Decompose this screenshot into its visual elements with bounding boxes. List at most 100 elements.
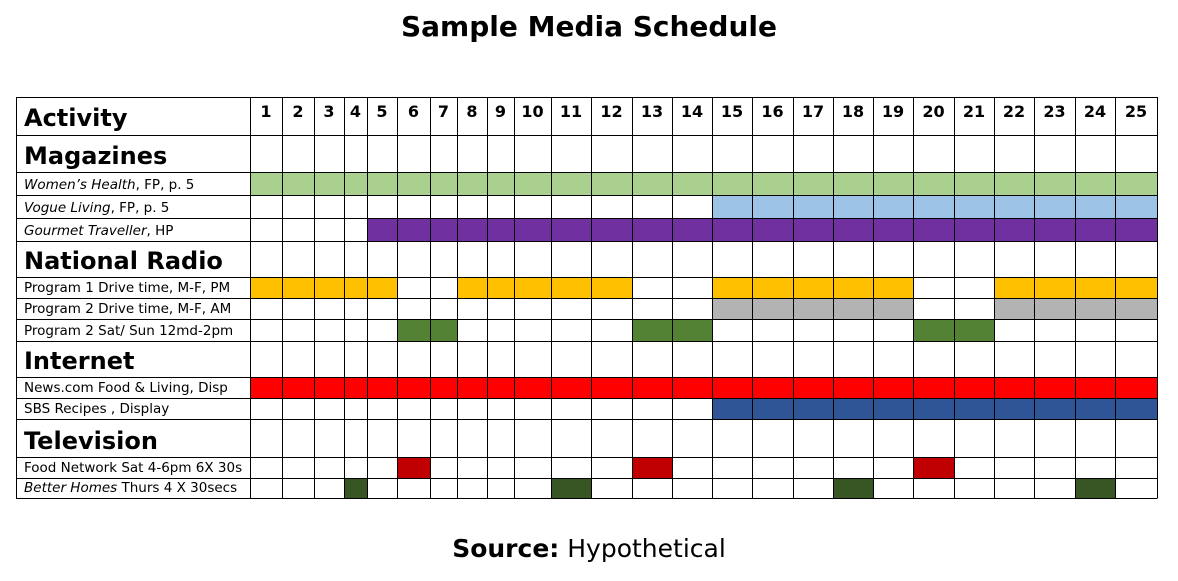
schedule-cell-fill xyxy=(793,377,833,398)
schedule-cell-fill xyxy=(954,319,994,341)
schedule-cell-fill xyxy=(712,298,752,319)
schedule-cell-fill xyxy=(632,218,672,241)
schedule-cell-fill xyxy=(344,277,367,298)
week-label: 1 xyxy=(260,102,271,121)
week-label: 15 xyxy=(721,102,743,121)
week-label: 8 xyxy=(466,102,477,121)
activity-label: News.com Food & Living, Disp xyxy=(24,380,228,396)
schedule-cell-fill xyxy=(457,377,487,398)
activity-label: Program 2 Drive time, M-F, AM xyxy=(24,301,231,317)
schedule-cell-fill xyxy=(367,277,397,298)
schedule-cell-fill xyxy=(873,172,913,195)
schedule-cell-fill xyxy=(873,298,913,319)
schedule-cell-fill xyxy=(487,277,514,298)
activity-label-part: Program 2 Sat/ Sun 12md-2pm xyxy=(24,323,233,339)
schedule-cell-fill xyxy=(632,319,672,341)
schedule-cell-fill xyxy=(457,277,487,298)
schedule-cell-fill xyxy=(1034,298,1075,319)
schedule-cell-fill xyxy=(833,172,873,195)
schedule-cell-fill xyxy=(591,377,632,398)
schedule-cell-fill xyxy=(1034,172,1075,195)
schedule-cell-fill xyxy=(873,195,913,218)
schedule-cell-fill xyxy=(913,457,954,478)
schedule-cell-fill xyxy=(752,398,793,419)
schedule-cell-fill xyxy=(250,277,282,298)
schedule-cell-fill xyxy=(430,319,457,341)
schedule-cell-fill xyxy=(913,398,954,419)
grid-lines xyxy=(16,97,1158,499)
schedule-cell-fill xyxy=(672,377,712,398)
activity-label-part: Program 2 Drive time, M-F, AM xyxy=(24,301,231,317)
schedule-cell-fill xyxy=(1075,298,1115,319)
schedule-cell-fill xyxy=(1034,377,1075,398)
schedule-cell-fill xyxy=(1115,377,1157,398)
section-label: Television xyxy=(24,427,158,455)
schedule-cell-fill xyxy=(712,195,752,218)
schedule-cell-fill xyxy=(1115,172,1157,195)
schedule-cell-fill xyxy=(793,195,833,218)
schedule-cell-fill xyxy=(1115,195,1157,218)
activity-label-part: Food Network Sat 4-6pm 6X 30s xyxy=(24,460,242,476)
week-label: 24 xyxy=(1084,102,1106,121)
schedule-cell-fill xyxy=(397,172,430,195)
schedule-cell-fill xyxy=(672,319,712,341)
schedule-cell-fill xyxy=(994,277,1034,298)
week-label: 19 xyxy=(882,102,904,121)
schedule-cell-fill xyxy=(551,218,591,241)
schedule-cell-fill xyxy=(994,195,1034,218)
schedule-cell-fill xyxy=(514,218,551,241)
activity-label-part: , FP, p. 5 xyxy=(136,177,195,193)
section-label: National Radio xyxy=(24,247,223,275)
schedule-cell-fill xyxy=(913,218,954,241)
schedule-cell-fill xyxy=(913,172,954,195)
schedule-cell-fill xyxy=(793,398,833,419)
schedule-cell-fill xyxy=(833,478,873,498)
schedule-cell-fill xyxy=(1075,398,1115,419)
week-label: 25 xyxy=(1125,102,1147,121)
schedule-cell-fill xyxy=(954,172,994,195)
activity-label-part: Gourmet Traveller xyxy=(24,223,148,239)
activity-label: SBS Recipes , Display xyxy=(24,401,169,417)
schedule-cell-fill xyxy=(712,172,752,195)
schedule-cell-fill xyxy=(954,398,994,419)
week-label: 3 xyxy=(323,102,334,121)
schedule-cell-fill xyxy=(752,377,793,398)
activity-label: Women’s Health, FP, p. 5 xyxy=(24,177,194,193)
schedule-cell-fill xyxy=(487,218,514,241)
week-label: 17 xyxy=(802,102,824,121)
schedule-cell-fill xyxy=(1075,218,1115,241)
schedule-cell-fill xyxy=(793,172,833,195)
week-label: 6 xyxy=(408,102,419,121)
schedule-cell-fill xyxy=(514,377,551,398)
schedule-cell-fill xyxy=(1075,377,1115,398)
schedule-cell-fill xyxy=(282,377,314,398)
schedule-cell-fill xyxy=(913,377,954,398)
schedule-cell-fill xyxy=(752,195,793,218)
schedule-cell-fill xyxy=(314,172,344,195)
schedule-cell-fill xyxy=(994,298,1034,319)
activity-label-part: Thurs 4 X 30secs xyxy=(117,480,237,496)
schedule-cell-fill xyxy=(833,218,873,241)
schedule-cell-fill xyxy=(913,195,954,218)
schedule-cell-fill xyxy=(397,457,430,478)
week-label: 14 xyxy=(681,102,703,121)
schedule-cell-fill xyxy=(457,218,487,241)
schedule-cell-fill xyxy=(994,398,1034,419)
schedule-cell-fill xyxy=(397,377,430,398)
schedule-cell-fill xyxy=(1034,195,1075,218)
schedule-cell-fill xyxy=(314,377,344,398)
week-label: 13 xyxy=(641,102,663,121)
schedule-cell-fill xyxy=(752,172,793,195)
week-label: 23 xyxy=(1043,102,1065,121)
schedule-cell-fill xyxy=(1075,478,1115,498)
activity-label-part: , HP xyxy=(147,223,174,239)
schedule-cell-fill xyxy=(954,195,994,218)
schedule-cell-fill xyxy=(632,377,672,398)
schedule-cell-fill xyxy=(367,218,397,241)
schedule-cell-fill xyxy=(344,377,367,398)
schedule-cell-fill xyxy=(954,377,994,398)
activity-label: Gourmet Traveller, HP xyxy=(24,223,173,239)
schedule-cell-fill xyxy=(712,277,752,298)
schedule-cell-fill xyxy=(551,478,591,498)
